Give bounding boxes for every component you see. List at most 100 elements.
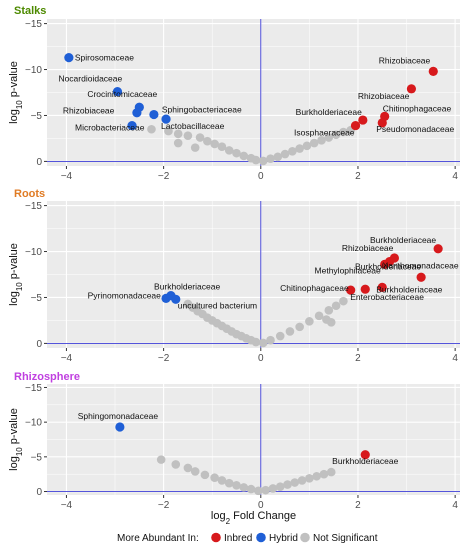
point-not-significant	[210, 139, 219, 149]
y-tick-label: −5	[31, 452, 43, 463]
point-not-significant	[251, 337, 261, 347]
point-not-significant	[171, 460, 181, 469]
point-not-significant	[258, 338, 268, 348]
point-inbred	[358, 115, 368, 125]
point-not-significant	[254, 486, 263, 496]
point-label: Chitinophagaceae	[280, 283, 349, 293]
panel-stalks: Stalks −4 −2 0 2 4 −15 −10 −5 0 log10 p-value Spiro…	[8, 5, 460, 182]
point-not-significant	[224, 478, 234, 488]
point-hybrid	[115, 422, 125, 432]
point-not-significant	[251, 155, 261, 165]
y-tick-label: −15	[25, 201, 42, 212]
point-label: Xanthomonadaceae	[383, 261, 459, 271]
point-not-significant	[297, 476, 307, 485]
point-inbred	[346, 285, 356, 295]
x-tick-label: 4	[452, 171, 458, 182]
point-not-significant	[261, 485, 270, 495]
point-not-significant	[295, 144, 304, 153]
point-not-significant	[147, 124, 156, 134]
point-not-significant	[232, 480, 241, 490]
y-tick-label: −10	[25, 247, 42, 258]
point-not-significant	[273, 152, 283, 162]
point-not-significant	[324, 133, 334, 142]
legend-swatch-not-significant	[300, 532, 310, 543]
point-inbred	[360, 450, 370, 460]
point-label: Rhizobiaceae	[342, 243, 394, 253]
point-label: Burkholderiaceae	[296, 107, 362, 117]
point-label: Rhizobiaceae	[358, 91, 410, 101]
y-axis-title: log10 p-value	[8, 243, 24, 306]
x-tick-label: 4	[452, 500, 458, 511]
point-label: Chitinophagaceae	[383, 103, 452, 113]
point-inbred	[406, 84, 417, 94]
point-label: Burkholderiaceae	[154, 281, 220, 291]
point-not-significant	[217, 142, 227, 152]
x-tick-label: 2	[355, 171, 361, 182]
point-inbred	[350, 120, 361, 131]
point-not-significant	[239, 151, 249, 161]
y-tick-label: −10	[25, 65, 42, 76]
point-label: Nocardioidaceae	[58, 74, 122, 84]
point-not-significant	[266, 335, 275, 345]
x-tick-label: −2	[158, 353, 170, 364]
point-not-significant	[285, 327, 295, 336]
y-axis-title: log10 p-value	[8, 61, 24, 124]
point-hybrid	[149, 109, 159, 120]
point-label: Sphingomonadaceae	[78, 411, 159, 421]
y-tick-label: 0	[36, 339, 42, 350]
x-tick-label: −4	[61, 500, 73, 511]
point-label: Crocinitomicaceae	[87, 89, 157, 99]
point-hybrid	[112, 86, 123, 97]
point-hybrid	[127, 120, 137, 131]
panel-title: Rhizosphere	[14, 371, 80, 383]
legend-swatch-hybrid	[256, 532, 266, 543]
point-not-significant	[331, 130, 341, 140]
legend-title: More Abundant In:	[117, 533, 199, 544]
point-label: Burkholderiaceae	[370, 235, 436, 245]
point-label: Rhizobiaceae	[63, 106, 115, 116]
x-tick-label: 2	[355, 500, 361, 511]
point-not-significant	[200, 470, 210, 480]
point-inbred	[428, 66, 438, 76]
point-not-significant	[183, 463, 193, 473]
x-tick-label: 0	[258, 171, 264, 182]
point-not-significant	[258, 156, 268, 166]
point-not-significant	[239, 483, 249, 492]
point-inbred	[360, 284, 370, 294]
legend-label: Inbred	[224, 533, 252, 544]
y-tick-label: −10	[25, 418, 42, 429]
x-tick-label: −4	[61, 353, 73, 364]
point-not-significant	[232, 148, 241, 158]
point-not-significant	[319, 469, 329, 479]
point-not-significant	[302, 141, 312, 151]
point-not-significant	[275, 482, 285, 491]
point-label: Enterobacteriaceae	[350, 292, 424, 302]
point-label: Burkholderiaceae	[355, 261, 421, 271]
point-hybrid	[171, 294, 181, 304]
point-not-significant	[173, 129, 183, 139]
point-label: Pseudomonadaceae	[376, 124, 454, 134]
point-not-significant	[305, 317, 314, 326]
point-not-significant	[217, 476, 227, 485]
point-inbred	[433, 244, 443, 254]
point-label: Methylophilaceae	[315, 265, 381, 275]
legend-label: Hybrid	[269, 533, 298, 544]
point-not-significant	[317, 135, 326, 145]
point-not-significant	[190, 143, 200, 152]
point-not-significant	[309, 138, 319, 148]
point-label: Sphingobacteriaceae	[162, 105, 242, 115]
point-inbred	[380, 259, 390, 269]
point-not-significant	[164, 126, 173, 136]
point-not-significant	[326, 317, 336, 327]
y-tick-label: −5	[31, 293, 43, 304]
point-not-significant	[203, 136, 212, 146]
point-label: uncultured bacterium	[178, 300, 257, 310]
point-not-significant	[283, 480, 292, 489]
point-not-significant	[280, 149, 290, 159]
point-not-significant	[312, 471, 321, 481]
point-label: Rhizobiaceae	[379, 55, 431, 65]
panel-title: Roots	[14, 188, 45, 200]
x-tick-label: 2	[355, 353, 361, 364]
point-inbred	[377, 118, 387, 128]
